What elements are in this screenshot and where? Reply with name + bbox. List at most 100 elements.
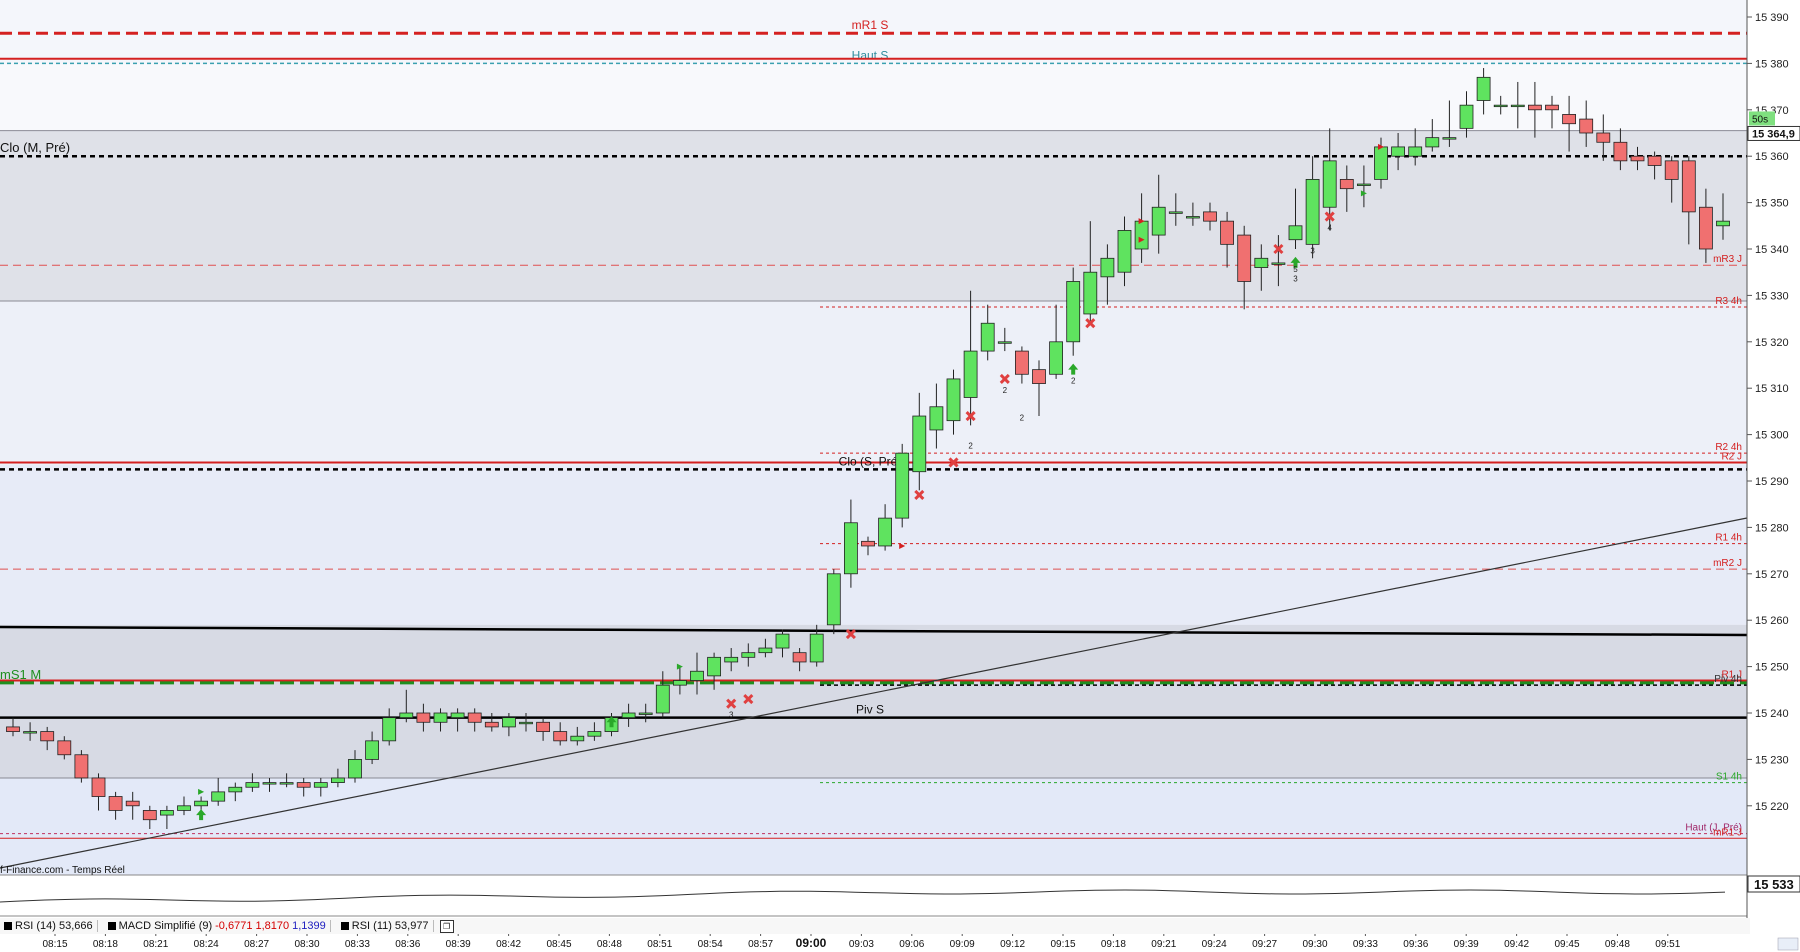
candle-body (1681, 160, 1696, 213)
candle-body (570, 735, 585, 742)
sell-signal-icon (726, 698, 737, 709)
candle-body (262, 782, 277, 785)
y-tick-label: 15 380 (1755, 58, 1789, 70)
candle-body (1254, 257, 1269, 268)
level-label: Clo (M, Pré) (0, 140, 70, 155)
candle-body (587, 731, 602, 737)
candle-body (1579, 118, 1594, 134)
signal-triangle-icon (676, 663, 683, 670)
macd-value-2: 1,8170 (255, 920, 290, 932)
x-tick-label: 08:36 (395, 939, 420, 950)
band-resistance-zone (0, 130, 1747, 301)
x-tick-label: 08:42 (496, 939, 521, 950)
candle-body (1237, 234, 1252, 282)
signal-count-label: 3 (1310, 247, 1315, 256)
level-label: mS1 M (0, 667, 41, 682)
candle-body (1596, 132, 1611, 143)
candle-body (1613, 141, 1628, 162)
indicator-tab-bar: RSI (14) 53,666 MACD Simplifié (9) -0,67… (0, 918, 1750, 934)
y-tick-label: 15 360 (1755, 151, 1789, 163)
tab-rsi11[interactable]: RSI (11) 53,977 (337, 920, 434, 932)
color-swatch-icon (107, 922, 116, 930)
candle-body (826, 573, 841, 626)
band-mid-upper (0, 300, 1747, 465)
buy-signal-icon (1068, 363, 1079, 375)
candle-body (1425, 137, 1440, 148)
rsi11-value: 53,977 (394, 920, 429, 932)
brand-logo-icon (1777, 937, 1799, 951)
candle-body (1545, 104, 1559, 111)
candle-body (1288, 225, 1303, 241)
countdown-label: 50s (1752, 114, 1768, 125)
x-tick-label: 09:39 (1454, 939, 1479, 950)
candle-body (57, 740, 72, 756)
candle-body (296, 782, 311, 788)
candle-body (844, 522, 858, 575)
candle-body (1476, 76, 1491, 101)
candle-body (1134, 220, 1149, 250)
candle-body (707, 656, 721, 677)
candle-body (399, 712, 414, 719)
candle-body (638, 712, 653, 715)
level-label: R3 4h (1715, 296, 1742, 307)
countdown-badge (1749, 111, 1775, 126)
candle-body (724, 656, 739, 663)
x-tick-label: 08:21 (143, 939, 168, 950)
level-label: R2 4h (1715, 442, 1742, 453)
candle-body (501, 717, 516, 728)
x-tick-label: 09:51 (1655, 939, 1680, 950)
candle-body (1716, 220, 1730, 227)
candle-body (1374, 146, 1388, 180)
candle-body (1493, 104, 1508, 108)
candle-body (1168, 211, 1183, 214)
y-tick-label: 15 390 (1755, 12, 1789, 24)
trend-line (0, 517, 1748, 869)
current-price-label: 15 364,9 (1752, 128, 1795, 140)
x-tick-label: 08:45 (546, 939, 571, 950)
y-tick-label: 15 320 (1755, 337, 1789, 349)
level-label: R2 J (1721, 451, 1742, 462)
x-tick-label: 09:42 (1504, 939, 1529, 950)
sell-signal-icon (914, 489, 925, 500)
signal-triangle-icon (198, 788, 205, 795)
candle-body (758, 647, 773, 654)
candle-body (159, 810, 174, 816)
candle-body (1100, 257, 1115, 278)
x-tick-label: 08:24 (194, 939, 219, 950)
candle-body (1562, 114, 1576, 125)
macd-value-1: -0,6771 (215, 920, 253, 932)
candle-body (809, 633, 824, 663)
color-swatch-icon (340, 922, 349, 930)
signal-count-label: 5 (1293, 265, 1298, 274)
restore-window-icon[interactable]: ❐ (439, 919, 454, 933)
candle-body (40, 731, 55, 742)
y-tick-label: 15 260 (1755, 615, 1789, 627)
candle-body (553, 731, 568, 742)
level-label: R1 J (1721, 670, 1742, 681)
candle-body (1186, 216, 1200, 219)
x-tick-label: 09:09 (950, 939, 975, 950)
candle-body (177, 805, 191, 811)
tab-macd[interactable]: MACD Simplifié (9) -0,6771 1,8170 1,1399 (104, 920, 331, 932)
sell-signal-icon (999, 373, 1010, 384)
candle-body (1647, 155, 1662, 166)
candle-body (74, 754, 89, 779)
candle-body (1408, 146, 1423, 157)
indicator-background (0, 875, 1747, 915)
sell-signal-icon (1273, 243, 1284, 255)
indicator-value-box (1747, 875, 1800, 893)
candle-body (245, 782, 260, 788)
x-tick-label: 08:57 (748, 939, 773, 950)
candle-body (1699, 206, 1713, 250)
candle-body (963, 350, 978, 398)
level-label: S1 4h (1716, 772, 1742, 783)
indicator-value-label: 15 533 (1754, 877, 1794, 892)
x-tick-label: 08:54 (698, 939, 723, 950)
tab-rsi14[interactable]: RSI (14) 53,666 (0, 920, 98, 932)
buy-signal-icon (196, 809, 207, 821)
x-tick-label: 09:06 (899, 939, 924, 950)
candle-body (741, 652, 756, 658)
candle-body (1391, 146, 1405, 157)
